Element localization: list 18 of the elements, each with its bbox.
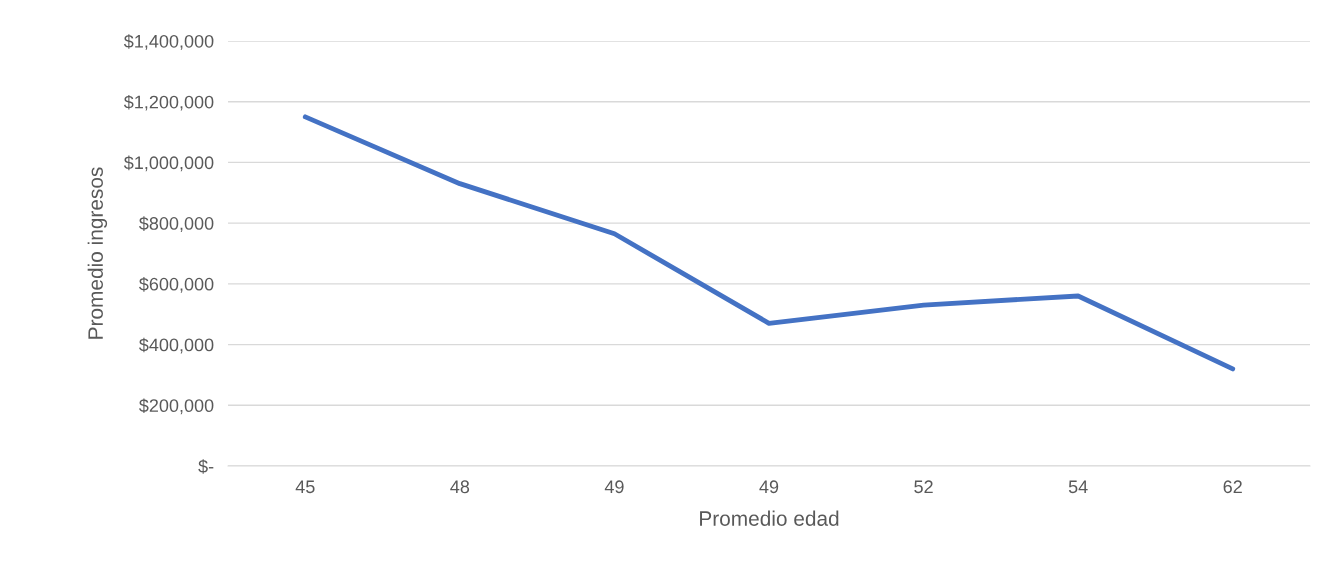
y-tick-label: $- xyxy=(198,459,214,474)
y-tick-label: $400,000 xyxy=(139,337,214,354)
x-tick-label: 52 xyxy=(914,480,933,494)
line-series xyxy=(302,114,1236,372)
x-tick-label: 49 xyxy=(604,480,624,494)
y-tick-label: $600,000 xyxy=(139,277,214,293)
y-axis-title: Promedio ingresos xyxy=(87,167,108,339)
x-tick-label: 62 xyxy=(1223,480,1242,494)
y-tick-label: $1,400,000 xyxy=(123,34,214,50)
x-tick-label: 45 xyxy=(295,480,315,494)
x-tick-label: 54 xyxy=(1068,480,1088,494)
y-tick-label: $200,000 xyxy=(139,398,214,415)
y-tick-label: $800,000 xyxy=(139,216,214,232)
x-axis-title: Promedio edad xyxy=(700,510,839,526)
y-tick-label: $1,000,000 xyxy=(123,155,214,172)
x-tick-label: 49 xyxy=(759,480,779,494)
y-tick-label: $1,200,000 xyxy=(123,94,214,111)
x-tick-label: 48 xyxy=(450,480,470,494)
